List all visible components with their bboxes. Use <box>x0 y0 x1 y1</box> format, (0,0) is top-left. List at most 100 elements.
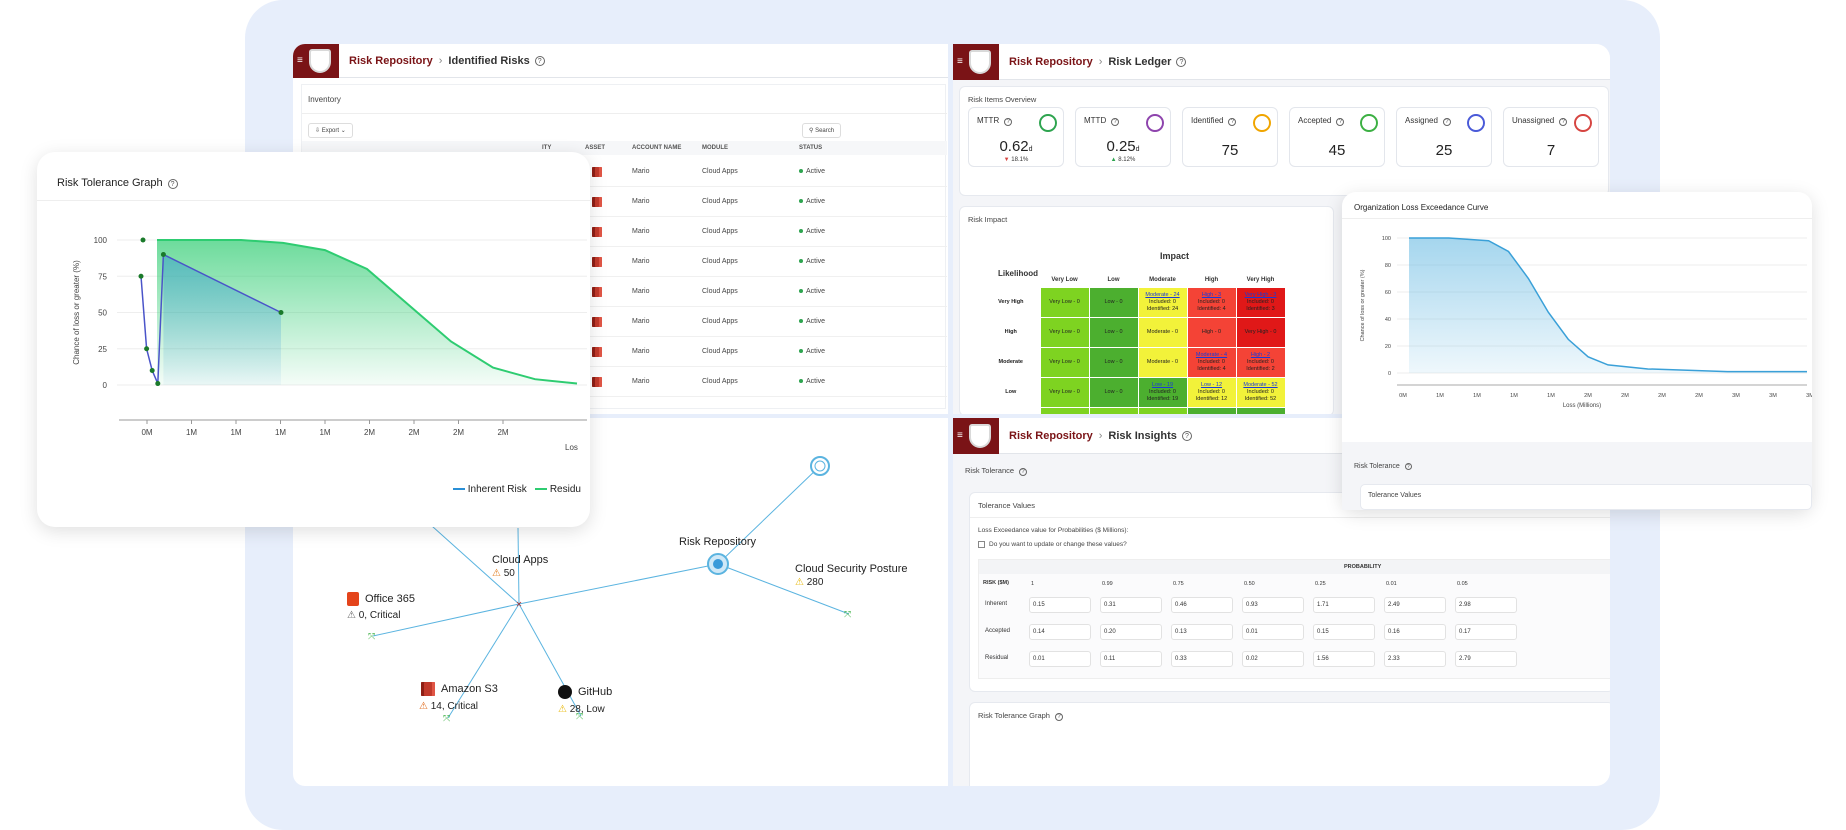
col-header[interactable]: ITY <box>542 145 552 151</box>
metric-card[interactable]: Accepted? 45 <box>1289 107 1385 167</box>
search-button[interactable]: ⚲ Search <box>802 123 842 138</box>
tolerance-input[interactable]: 0.13 <box>1171 624 1233 640</box>
metric-card[interactable]: Identified? 75 <box>1182 107 1278 167</box>
metric-card[interactable]: Assigned? 25 <box>1396 107 1492 167</box>
export-button[interactable]: ⇩ Export ⌄ <box>308 123 353 138</box>
heatmap-cell[interactable]: Low - 0 <box>1088 377 1139 408</box>
tolerance-input[interactable]: 1.56 <box>1313 651 1375 667</box>
expand-icon[interactable]: ⤧ <box>443 713 451 723</box>
expand-icon[interactable]: ⤧ <box>368 631 376 641</box>
col-header[interactable]: ACCOUNT NAME <box>632 145 682 151</box>
table-row[interactable]: Mario Cloud Apps Active <box>302 217 947 247</box>
help-icon[interactable]: ? <box>1176 56 1187 67</box>
tolerance-input[interactable]: 0.17 <box>1455 624 1517 640</box>
data-point[interactable] <box>138 273 144 279</box>
col-header[interactable]: MODULE <box>702 145 728 151</box>
tolerance-input[interactable]: 0.01 <box>1029 651 1091 667</box>
breadcrumb-root[interactable]: Risk Repository <box>349 54 433 67</box>
heatmap-cell[interactable]: Low - 92 <box>1186 407 1237 414</box>
tolerance-input[interactable]: 2.49 <box>1384 597 1446 613</box>
tolerance-input[interactable]: 0.02 <box>1242 651 1304 667</box>
table-row[interactable]: Mario Cloud Apps Active <box>302 367 947 397</box>
data-point[interactable] <box>155 381 161 387</box>
metric-card[interactable]: MTTR? 0.62d ▼ 18.1% <box>968 107 1064 167</box>
tolerance-input[interactable]: 0.15 <box>1029 597 1091 613</box>
hamburger-icon[interactable]: ≡ <box>957 430 963 441</box>
app-logo[interactable]: ≡ <box>293 44 339 78</box>
app-logo[interactable]: ≡ <box>953 418 999 454</box>
table-row[interactable]: Mario Cloud Apps Active <box>302 307 947 337</box>
heatmap-cell[interactable]: Low - 0 <box>1088 287 1139 318</box>
tolerance-input[interactable]: 0.16 <box>1384 624 1446 640</box>
heatmap-cell[interactable]: High - 2 Included: 0 Identified: 2 <box>1235 347 1286 378</box>
tolerance-input[interactable]: 1.71 <box>1313 597 1375 613</box>
heatmap-cell[interactable]: Moderate - 0 <box>1137 347 1188 378</box>
metric-card[interactable]: Unassigned? 7 <box>1503 107 1599 167</box>
heatmap-cell[interactable] <box>1088 407 1139 414</box>
node-label[interactable]: Cloud Security Posture <box>795 563 908 575</box>
metric-card[interactable]: MTTD? 0.25d ▲ 8.12% <box>1075 107 1171 167</box>
heatmap-cell[interactable]: Moderate - 4 Included: 0 Identified: 4 <box>1186 347 1237 378</box>
tolerance-input[interactable]: 0.31 <box>1100 597 1162 613</box>
heatmap-cell[interactable]: High - 0 <box>1186 317 1237 348</box>
help-icon[interactable]: ? <box>534 55 545 66</box>
data-point[interactable] <box>144 346 150 352</box>
heatmap-cell[interactable]: Moderate - 24 Included: 0 Identified: 24 <box>1137 287 1188 318</box>
hamburger-icon[interactable]: ≡ <box>957 56 963 67</box>
heatmap-cell[interactable]: Low - 134 <box>1235 407 1286 414</box>
hamburger-icon[interactable]: ≡ <box>297 55 303 66</box>
heatmap-cell[interactable]: Low - 12 Included: 0 Identified: 12 <box>1186 377 1237 408</box>
heatmap-cell[interactable]: Low - 0 <box>1088 317 1139 348</box>
node-label[interactable]: Cloud Apps <box>492 554 549 566</box>
tolerance-input[interactable]: 0.15 <box>1313 624 1375 640</box>
heatmap-cell[interactable]: Low - 19 Included: 0 Identified: 19 <box>1137 377 1188 408</box>
heatmap-cell[interactable]: High - 3 Included: 0 Identified: 4 <box>1186 287 1237 318</box>
heatmap-cell[interactable]: Moderate - 0 <box>1137 317 1188 348</box>
heatmap-cell[interactable]: Very High - 0 <box>1235 317 1286 348</box>
heatmap-cell[interactable]: Very High - 3 Included: 0 Identified: 3 <box>1235 287 1286 318</box>
data-point[interactable] <box>278 310 284 315</box>
breadcrumb-root[interactable]: Risk Repository <box>1009 55 1093 68</box>
tolerance-input[interactable]: 0.01 <box>1242 624 1304 640</box>
table-row[interactable]: Mario Cloud Apps Active <box>302 337 947 367</box>
col-header[interactable]: ASSET <box>585 145 606 151</box>
heatmap-cell[interactable]: Very Low - 0 <box>1039 347 1090 378</box>
node-label[interactable]: Amazon S3 <box>421 682 498 696</box>
tolerance-input[interactable]: 2.79 <box>1455 651 1517 667</box>
node-label[interactable]: Office 365 <box>347 592 415 606</box>
breadcrumb-root[interactable]: Risk Repository <box>1009 429 1093 442</box>
col-header[interactable]: STATUS <box>799 145 823 151</box>
table-row[interactable]: Mario Cloud Apps Active <box>302 157 947 187</box>
data-point[interactable] <box>149 368 155 373</box>
tolerance-input[interactable]: 2.33 <box>1384 651 1446 667</box>
tolerance-input[interactable]: 0.33 <box>1171 651 1233 667</box>
tolerance-input[interactable]: 0.11 <box>1100 651 1162 667</box>
help-icon[interactable]: ? <box>1181 430 1192 441</box>
tolerance-input[interactable]: 0.20 <box>1100 624 1162 640</box>
legend-inherent[interactable]: Inherent Risk <box>467 484 527 495</box>
heatmap-cell[interactable]: Moderate - 52 Included: 0 Identified: 52 <box>1235 377 1286 408</box>
node-label[interactable]: Risk Repository <box>679 536 757 548</box>
legend-residual[interactable]: Residu <box>549 484 581 495</box>
tolerance-input[interactable]: 2.98 <box>1455 597 1517 613</box>
heatmap-cell[interactable]: Very Low - 106 <box>1137 407 1188 414</box>
node-circle[interactable] <box>810 456 830 476</box>
table-row[interactable]: Mario Cloud Apps Active <box>302 247 947 277</box>
node-label[interactable]: GitHub <box>558 685 612 699</box>
tolerance-input[interactable]: 0.46 <box>1171 597 1233 613</box>
heatmap-cell[interactable]: Very Low - 0 <box>1039 377 1090 408</box>
heatmap-cell[interactable]: Low - 0 <box>1088 347 1139 378</box>
heatmap-cell[interactable]: Very Low - 1 <box>1039 407 1090 414</box>
tolerance-input[interactable]: 0.93 <box>1242 597 1304 613</box>
heatmap-cell[interactable]: Very Low - 0 <box>1039 287 1090 318</box>
heatmap-cell[interactable]: Very Low - 0 <box>1039 317 1090 348</box>
expand-icon[interactable]: ⤧ <box>844 609 852 619</box>
tolerance-input[interactable]: 0.14 <box>1029 624 1091 640</box>
data-point[interactable] <box>140 237 146 243</box>
table-row[interactable]: Mario Cloud Apps Active <box>302 187 947 217</box>
expand-icon[interactable]: ⤧ <box>576 711 584 721</box>
update-checkbox[interactable]: Do you want to update or change these va… <box>978 541 1127 548</box>
app-logo[interactable]: ≡ <box>953 44 999 80</box>
data-point[interactable] <box>160 252 166 257</box>
table-row[interactable]: Mario Cloud Apps Active <box>302 277 947 307</box>
